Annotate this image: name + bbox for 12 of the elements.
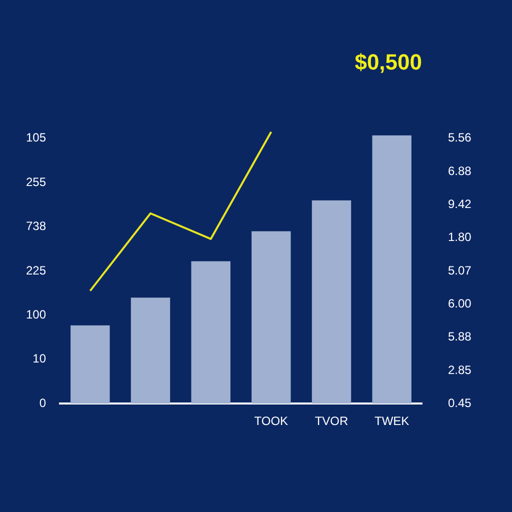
bar bbox=[130, 298, 170, 404]
bar bbox=[252, 231, 291, 404]
text: 105 255 738 225 100 10 0 bbox=[26, 130, 46, 410]
x-tick-label: TOOK bbox=[254, 414, 288, 428]
text: 5.56 6.88 9.42 1.80 5.07 6.00 5.88 2.85 0.45 bbox=[448, 130, 472, 410]
chart-title: $0,500 bbox=[354, 49, 422, 74]
x-tick-label: TVOR bbox=[314, 414, 348, 428]
x-tick-label: TWEK bbox=[374, 414, 410, 428]
bar bbox=[372, 135, 412, 404]
bar bbox=[70, 325, 110, 404]
bar bbox=[191, 261, 230, 404]
bar bbox=[312, 200, 352, 404]
